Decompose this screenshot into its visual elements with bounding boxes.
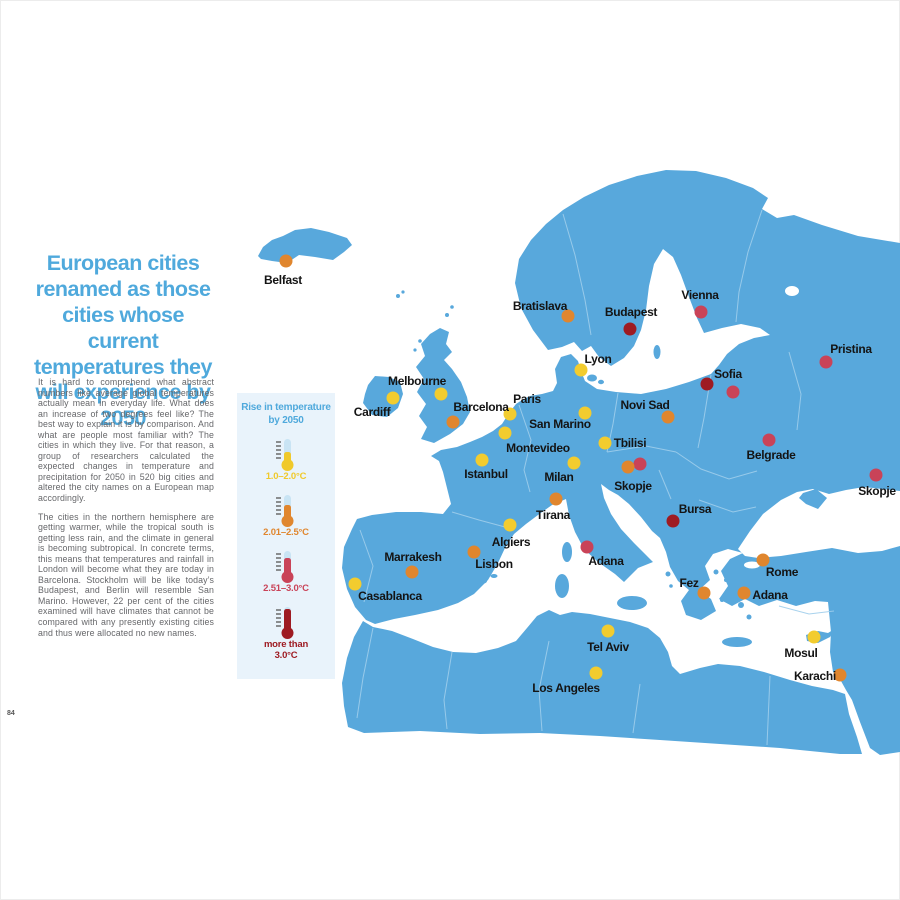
landmass-great-britain [416,328,470,443]
island-shetland-2 [450,305,454,309]
island-faroe-1 [396,294,400,298]
country-borders [356,209,835,746]
thermometer-icon [276,494,294,527]
article-body: It is hard to comprehend what abstract n… [38,377,214,646]
island-ionian-1 [665,571,671,577]
island-sardinia [555,574,569,598]
seas [738,286,900,569]
legend-title: Rise in temperature by 2050 [241,402,331,427]
island-faroe-2 [401,290,405,294]
landmass-ireland [363,376,403,417]
thermometer-icon [276,606,294,639]
page-title: European cities renamed as those cities … [34,251,212,431]
landmass-eurasia [342,170,900,755]
landmass-iceland [258,228,352,263]
island-sicily [617,596,647,610]
island-aegean-2 [724,578,728,582]
island-balearic-2 [490,574,498,578]
legend-item: 2.01–2.5°C [253,492,319,539]
crimea-peninsula [799,489,827,509]
legend-item-label: more than 3.0°C [263,638,309,661]
legend-item: 1.0–2.0°C [253,436,319,483]
lake-ladoga [785,286,799,296]
island-aegean-5 [738,602,744,608]
landmass-africa [342,610,862,754]
island-balearic-1 [475,578,487,584]
island-rhodes [746,614,752,620]
legend-item-label: 1.0–2.0°C [265,471,307,482]
island-hebrides-1 [418,339,422,343]
sea-of-marmara [744,561,760,569]
article-paragraph: It is hard to comprehend what abstract n… [38,377,214,504]
legend-items: 1.0–2.0°C 2.01–2.5°C 2.51–3.0°C [253,427,319,662]
legend-item: 2.51–3.0°C [253,548,319,595]
legend-item: more than 3.0°C [253,604,319,662]
landmasses [258,170,900,755]
island-aegean-1 [713,569,719,575]
legend-item-label: 2.01–2.5°C [263,526,309,538]
legend-item-label: 2.51–3.0°C [263,582,309,594]
island-aegean-6 [708,606,712,610]
island-corsica [562,542,572,562]
island-shetland-1 [445,313,449,317]
island-aegean-4 [720,598,724,602]
island-ionian-2 [669,584,673,588]
island-funen [598,379,604,385]
thermometer-icon [276,550,294,583]
island-hebrides-2 [413,348,417,352]
island-gotland [653,345,661,359]
article-paragraph: The cities in the northern hemisphere ar… [38,511,214,638]
page-number: 84 [7,710,15,717]
island-crete [722,637,752,647]
island-zealand [587,374,597,382]
temperature-legend: Rise in temperature by 2050 1.0–2.0°C [237,393,335,679]
thermometer-icon [276,439,294,471]
legend-title-line2: by 2050 [268,414,304,426]
legend-title-line1: Rise in temperature [241,402,331,413]
island-aegean-3 [730,589,736,595]
black-sea [738,487,900,558]
